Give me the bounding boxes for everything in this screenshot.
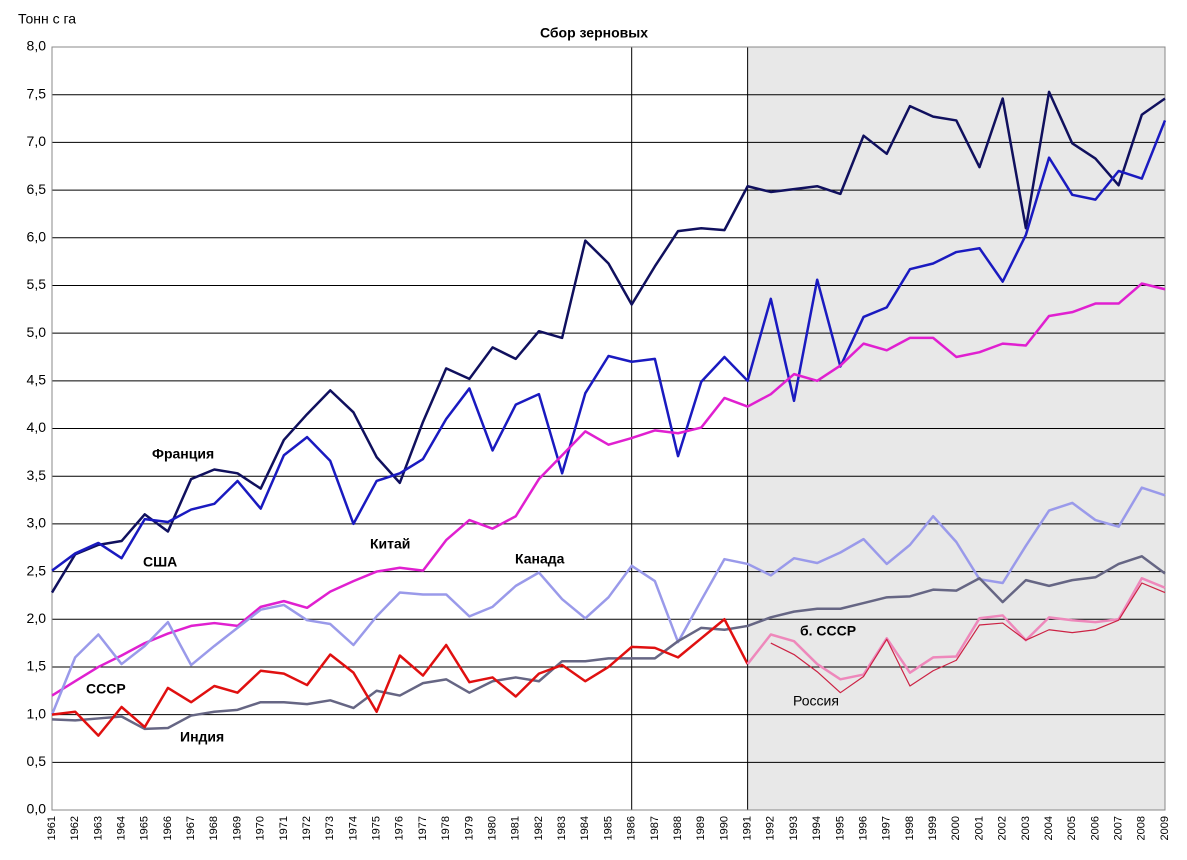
x-tick-label: 2002 [997, 816, 1009, 840]
x-tick-label: 2000 [950, 816, 962, 840]
x-tick-label: 1978 [440, 816, 452, 840]
x-tick-label: 1967 [185, 816, 197, 840]
x-tick-label: 2006 [1089, 816, 1101, 840]
x-tick-label: 2001 [973, 816, 985, 840]
series-label: б. СССР [800, 623, 856, 639]
series-line [51, 618, 749, 737]
x-tick-label: 1984 [579, 816, 591, 840]
y-tick-label: 4,0 [27, 419, 47, 435]
series-line [51, 282, 1166, 697]
chart-title: Сбор зерновых [540, 25, 648, 41]
x-tick-label: 1975 [371, 816, 383, 840]
y-tick-label: 6,0 [27, 228, 47, 244]
y-tick-label: 5,0 [27, 324, 47, 340]
x-tick-label: 1962 [69, 816, 81, 840]
y-tick-label: 7,5 [27, 85, 47, 101]
x-tick-label: 1963 [92, 816, 104, 840]
x-tick-label: 1976 [394, 816, 406, 840]
x-tick-label: 2007 [1113, 816, 1125, 840]
x-tick-label: 1996 [857, 816, 869, 840]
y-tick-label: 4,5 [27, 372, 47, 388]
y-tick-label: 0,5 [27, 753, 47, 769]
x-tick-label: 1979 [463, 816, 475, 840]
x-tick-label: 1987 [649, 816, 661, 840]
x-tick-label: 1990 [718, 816, 730, 840]
y-tick-label: 0,0 [27, 801, 47, 817]
y-tick-label: 5,5 [27, 276, 47, 292]
x-tick-label: 1980 [486, 816, 498, 840]
x-tick-label: 2004 [1043, 816, 1055, 840]
series-line [51, 555, 1166, 731]
series-line [770, 582, 1166, 694]
x-tick-label: 1968 [208, 816, 220, 840]
x-tick-label: 1991 [742, 816, 754, 840]
x-tick-label: 1999 [927, 816, 939, 840]
x-tick-label: 1986 [626, 816, 638, 840]
y-tick-label: 2,5 [27, 562, 47, 578]
series-label: США [143, 554, 177, 570]
x-tick-label: 1966 [162, 816, 174, 840]
series-line [50, 90, 1166, 594]
x-tick-label: 1992 [765, 816, 777, 840]
x-tick-label: 1983 [556, 816, 568, 840]
x-tick-label: 1995 [834, 816, 846, 840]
y-tick-label: 1,5 [27, 658, 47, 674]
x-tick-label: 1977 [417, 816, 429, 840]
y-tick-label: 8,0 [27, 38, 47, 54]
series-label: Франция [152, 446, 214, 462]
y-tick-label: 1,0 [27, 705, 47, 721]
x-tick-label: 2009 [1159, 816, 1171, 840]
x-tick-label: 2005 [1066, 816, 1078, 840]
x-tick-label: 1997 [881, 816, 893, 840]
series-label: СССР [86, 681, 126, 697]
y-tick-label: 3,0 [27, 515, 47, 531]
y-tick-label: 3,5 [27, 467, 47, 483]
x-tick-label: 2003 [1020, 816, 1032, 840]
series-label: Канада [515, 551, 565, 567]
x-tick-label: 2008 [1136, 816, 1148, 840]
series-label: Россия [793, 693, 839, 709]
x-tick-label: 1985 [602, 816, 614, 840]
x-tick-label: 1993 [788, 816, 800, 840]
x-tick-label: 1972 [301, 816, 313, 840]
x-tick-label: 1989 [695, 816, 707, 840]
x-tick-label: 1973 [324, 816, 336, 840]
series-line [51, 119, 1167, 572]
x-tick-label: 1969 [231, 816, 243, 840]
x-tick-label: 1965 [139, 816, 151, 840]
x-tick-label: 1982 [533, 816, 545, 840]
x-tick-label: 1981 [510, 816, 522, 840]
series-line [746, 576, 1166, 681]
x-tick-label: 1970 [255, 816, 267, 840]
x-tick-label: 1998 [904, 816, 916, 840]
series-label: Индия [180, 729, 224, 745]
x-tick-label: 1964 [115, 816, 127, 840]
x-tick-label: 1971 [278, 816, 290, 840]
x-tick-label: 1974 [347, 816, 359, 840]
plot-border [51, 46, 1166, 811]
y-tick-label: 2,0 [27, 610, 47, 626]
x-tick-label: 1988 [672, 816, 684, 840]
x-tick-label: 1994 [811, 816, 823, 840]
x-tick-label: 1961 [46, 816, 58, 840]
y-axis-label: Тонн с га [18, 11, 76, 27]
series-label: Китай [370, 536, 410, 552]
y-tick-label: 6,5 [27, 181, 47, 197]
y-tick-label: 7,0 [27, 133, 47, 149]
